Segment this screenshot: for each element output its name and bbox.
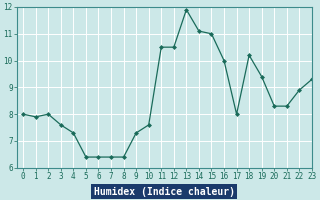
X-axis label: Humidex (Indice chaleur): Humidex (Indice chaleur) [94, 186, 235, 197]
